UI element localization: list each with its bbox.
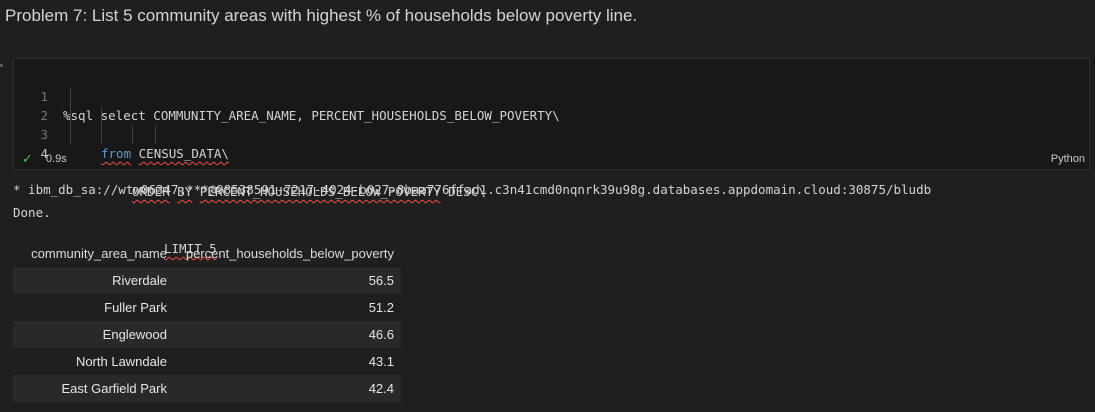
keyword-desc: DESC\ xyxy=(448,184,486,199)
keyword-from: from xyxy=(101,146,132,161)
cell-percent-below-poverty: 56.5 xyxy=(368,273,394,288)
kernel-language-picker[interactable]: Python xyxy=(1050,153,1085,165)
markdown-heading: Problem 7: List 5 community areas with h… xyxy=(5,6,638,25)
column-identifier: PERCENT_HOUSEHOLDS_BELOW_POVERTY xyxy=(199,184,441,199)
indent-guide xyxy=(132,125,133,144)
cell-community-area-name: North Lawndale xyxy=(75,354,167,369)
line-number: 3 xyxy=(40,127,48,142)
indent-guide xyxy=(155,125,156,144)
cell-community-area-name: Englewood xyxy=(102,327,167,342)
code-line-3[interactable]: 3 ORDER BY PERCENT_HOUSEHOLDS_BELOW_POVE… xyxy=(14,106,1089,199)
cell-collapse-marker[interactable] xyxy=(0,64,3,67)
cell-percent-below-poverty: 42.4 xyxy=(368,381,394,396)
cell-community-area-name: Fuller Park xyxy=(104,300,167,315)
table-row: Fuller Park 51.2 xyxy=(13,294,401,321)
cell-status-bar: ✓ 0.9s Python xyxy=(14,149,1089,169)
checkmark-icon: ✓ xyxy=(22,151,33,166)
code-line-2[interactable]: 2 from CENSUS_DATA\ xyxy=(14,87,1089,161)
table-row: Riverdale 56.5 xyxy=(13,267,401,294)
code-text[interactable]: %sql select COMMUNITY_AREA_NAME, PERCENT… xyxy=(63,108,560,123)
keyword-order: ORDER xyxy=(132,184,170,199)
line-number: 4 xyxy=(40,146,48,161)
connection-string: * ibm_db_sa://wtw06347:***@98538591-7217… xyxy=(13,182,932,197)
cell-community-area-name: East Garfield Park xyxy=(61,381,168,396)
table-row: Englewood 46.6 xyxy=(13,321,401,348)
indent-guide xyxy=(70,87,71,106)
indent-guide xyxy=(101,125,102,144)
line-number: 1 xyxy=(40,89,48,104)
code-text[interactable]: from CENSUS_DATA\ xyxy=(101,144,229,163)
table-row: East Garfield Park 42.4 xyxy=(13,375,401,402)
indent-guide xyxy=(101,106,102,125)
done-message: Done. xyxy=(13,205,51,220)
cell-community-area-name: Riverdale xyxy=(112,273,167,288)
code-editor[interactable]: 1 %sql select COMMUNITY_AREA_NAME, PERCE… xyxy=(14,68,1089,256)
code-line-4[interactable]: 4 LIMIT 5 xyxy=(14,125,1089,256)
execution-time: 0.9s xyxy=(46,153,67,165)
indent-guide xyxy=(70,106,71,125)
column-header-percent-below-poverty: percent_households_below_poverty xyxy=(185,246,394,261)
table-row: North Lawndale 43.1 xyxy=(13,348,401,375)
indent-guide xyxy=(70,125,71,144)
code-cell[interactable]: 1 %sql select COMMUNITY_AREA_NAME, PERCE… xyxy=(13,58,1090,256)
results-table: community_area_name percent_households_b… xyxy=(13,240,401,402)
table-identifier: CENSUS_DATA\ xyxy=(138,146,229,161)
column-header-community-area-name: community_area_name xyxy=(31,246,167,261)
line-number: 2 xyxy=(40,108,48,123)
code-text[interactable]: LIMIT 5 xyxy=(164,241,217,256)
keyword-by: BY xyxy=(177,184,193,199)
cell-percent-below-poverty: 51.2 xyxy=(368,300,394,315)
cell-percent-below-poverty: 43.1 xyxy=(368,354,394,369)
table-header-row: community_area_name percent_households_b… xyxy=(13,240,401,267)
cell-percent-below-poverty: 46.6 xyxy=(368,327,394,342)
code-text[interactable]: ORDER BY PERCENT_HOUSEHOLDS_BELOW_POVERT… xyxy=(132,182,486,201)
code-line-1[interactable]: 1 %sql select COMMUNITY_AREA_NAME, PERCE… xyxy=(14,68,1089,123)
